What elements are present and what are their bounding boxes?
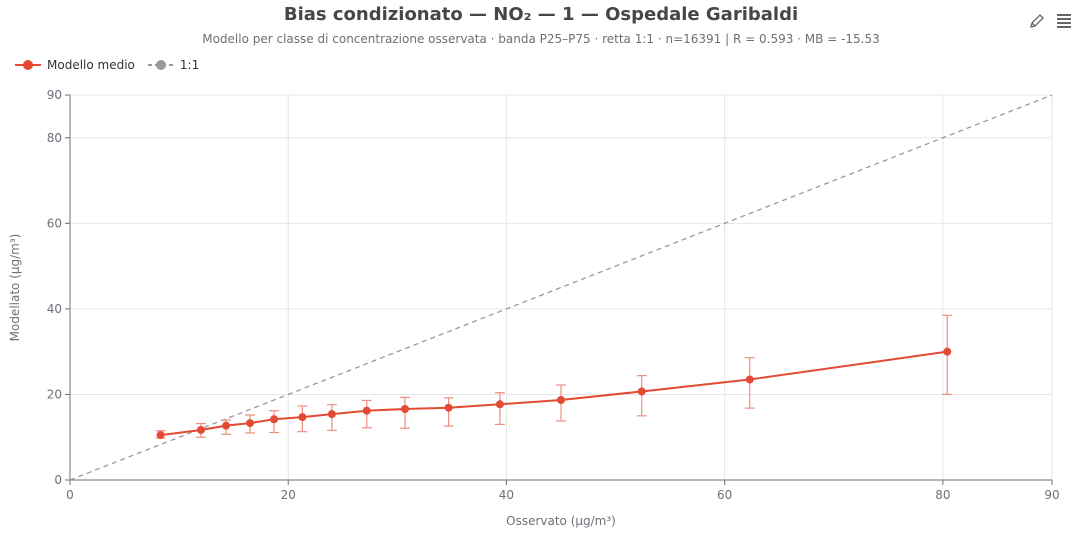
modello-medio-point[interactable] [557, 396, 565, 405]
legend-item-modello-medio[interactable]: Modello medio [14, 58, 135, 72]
legend-label-1-1: 1:1 [179, 58, 200, 72]
legend-symbol-modello-medio [15, 60, 41, 70]
y-tick-label: 40 [47, 302, 62, 316]
y-tick-label: 60 [47, 216, 62, 230]
modello-medio-point[interactable] [270, 415, 279, 424]
modello-medio-point[interactable] [637, 387, 646, 396]
data-view-icon[interactable] [1056, 12, 1072, 34]
error-bar [636, 375, 647, 417]
y-axis-label: Modellato (µg/m³) [8, 234, 22, 342]
y-tick-label: 80 [47, 131, 62, 145]
legend-label-modello-medio: Modello medio [47, 58, 135, 72]
modello-medio-line [160, 350, 948, 437]
series-layer [69, 94, 1053, 481]
modello-medio-point[interactable] [327, 410, 336, 419]
x-tick-label: 0 [66, 488, 74, 502]
chart-toolbox [1028, 12, 1072, 34]
modello-medio-point[interactable] [246, 419, 255, 428]
legend-symbol-1-1 [147, 60, 174, 70]
x-tick-label: 40 [499, 488, 514, 502]
x-tick-label: 60 [717, 488, 732, 502]
modello-medio-point[interactable] [495, 400, 504, 409]
modello-medio-point[interactable] [222, 421, 231, 430]
error-bar [443, 397, 454, 427]
chart-legend: Modello medio 1:1 [14, 58, 199, 72]
y-tick-label: 90 [47, 88, 62, 102]
pencil-icon[interactable] [1028, 12, 1046, 34]
axis-layer: 0 20 40 60 80 90 0 20 40 60 80 90 [47, 88, 1060, 502]
x-tick-label: 90 [1044, 488, 1059, 502]
chart-subtitle: Modello per classe di concentrazione oss… [202, 32, 880, 46]
modello-medio-point[interactable] [444, 403, 453, 412]
modello-medio-point[interactable] [362, 406, 371, 415]
one-to-one-line [69, 94, 1053, 481]
chart-title: Bias condizionato — NO₂ — 1 — Ospedale G… [283, 4, 799, 25]
modello-medio-point[interactable] [745, 375, 754, 384]
modello-medio-point[interactable] [298, 413, 307, 422]
y-tick-label: 0 [54, 473, 62, 487]
x-tick-label: 80 [935, 488, 950, 502]
x-tick-label: 20 [281, 488, 296, 502]
modello-medio-point[interactable] [156, 431, 165, 440]
error-bar [494, 392, 505, 425]
modello-medio-point[interactable] [196, 425, 205, 434]
legend-item-1-1[interactable]: 1:1 [147, 58, 199, 72]
y-tick-label: 20 [47, 387, 62, 401]
modello-medio-point[interactable] [943, 347, 952, 356]
x-axis-label: Osservato (µg/m³) [506, 514, 616, 528]
modello-medio-point[interactable] [400, 404, 409, 413]
